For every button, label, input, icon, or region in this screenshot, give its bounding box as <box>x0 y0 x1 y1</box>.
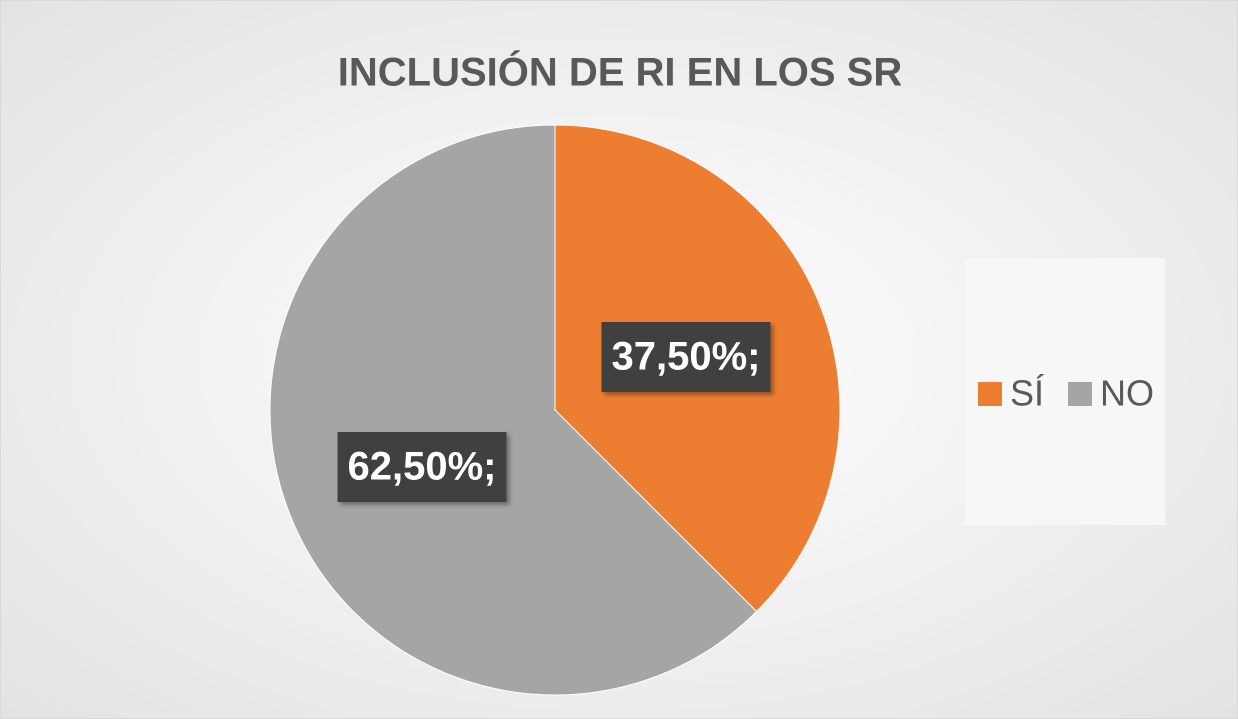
legend-label: SÍ <box>1010 373 1044 414</box>
data-label: 62,50%; <box>348 445 497 489</box>
chart-title: INCLUSIÓN DE RI EN LOS SR <box>338 49 903 95</box>
data-label-box <box>601 322 771 392</box>
data-label: 37,50%; <box>612 335 761 379</box>
data-label-box <box>337 432 507 502</box>
legend-swatch <box>1068 382 1093 406</box>
pie-slice <box>269 124 758 696</box>
legend-label: NO <box>1100 373 1154 414</box>
legend-swatch <box>978 382 1002 406</box>
